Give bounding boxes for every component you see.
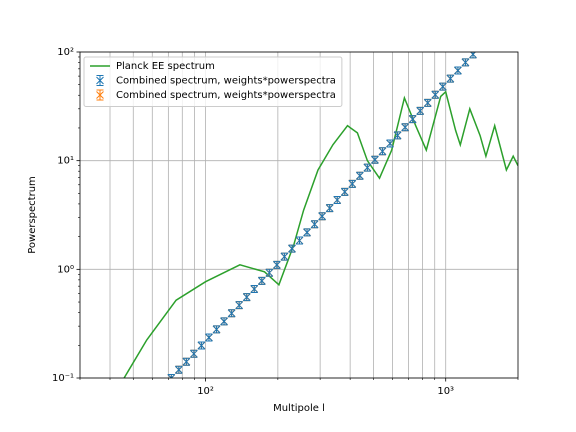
data-point bbox=[257, 276, 266, 285]
data-point bbox=[205, 333, 213, 342]
x-tick-label: 10³ bbox=[437, 386, 454, 397]
series-line bbox=[123, 90, 518, 378]
y-tick-label: 10² bbox=[57, 47, 74, 58]
data-point bbox=[303, 228, 311, 237]
x-tick-label: 10² bbox=[197, 386, 214, 397]
data-point bbox=[310, 220, 319, 229]
legend-label: Combined spectrum, weights*powerspectra bbox=[116, 76, 336, 87]
data-point bbox=[182, 357, 191, 366]
x-axis-label: Multipole l bbox=[273, 403, 325, 414]
data-point bbox=[371, 155, 379, 164]
data-point bbox=[280, 252, 289, 261]
legend-swatch bbox=[96, 75, 104, 86]
legend-box bbox=[83, 56, 343, 107]
data-point bbox=[227, 309, 236, 318]
data-point bbox=[273, 260, 281, 269]
data-point bbox=[446, 74, 455, 83]
data-point bbox=[295, 236, 304, 245]
data-point bbox=[454, 66, 462, 75]
data-point bbox=[431, 90, 440, 99]
y-tick-label: 10⁻¹ bbox=[52, 373, 74, 384]
data-point bbox=[288, 244, 296, 253]
data-point bbox=[355, 171, 364, 180]
data-point bbox=[318, 212, 326, 221]
data-point bbox=[220, 317, 228, 326]
axes-frame bbox=[79, 51, 519, 379]
data-point bbox=[235, 301, 244, 310]
y-tick-label: 10¹ bbox=[57, 156, 74, 167]
data-point bbox=[265, 268, 274, 277]
data-point bbox=[190, 349, 198, 358]
data-point bbox=[250, 285, 259, 294]
data-point bbox=[174, 365, 183, 374]
data-point bbox=[325, 204, 334, 213]
data-point bbox=[438, 82, 447, 91]
data-point bbox=[340, 187, 349, 196]
data-point bbox=[386, 139, 394, 148]
data-point bbox=[423, 98, 432, 107]
data-point bbox=[469, 52, 477, 59]
legend-label: Planck EE spectrum bbox=[116, 61, 215, 72]
data-point bbox=[197, 341, 206, 350]
data-point bbox=[167, 374, 176, 378]
legend: Planck EE spectrum Combined spectrum, wei… bbox=[83, 56, 343, 107]
data-point bbox=[408, 115, 417, 124]
data-point bbox=[212, 325, 221, 334]
data-point bbox=[348, 179, 357, 188]
data-point bbox=[393, 131, 402, 140]
data-point bbox=[378, 147, 387, 156]
data-point bbox=[401, 123, 409, 132]
data-point bbox=[416, 106, 425, 115]
y-axis-label: Powerspectrum bbox=[27, 176, 38, 254]
y-tick-label: 10⁰ bbox=[57, 264, 74, 275]
legend-swatch bbox=[96, 89, 104, 101]
data-point bbox=[242, 293, 251, 302]
legend-label: Combined spectrum, weights*powerspectra bbox=[116, 90, 336, 101]
data-point bbox=[363, 163, 372, 172]
data-point bbox=[461, 58, 470, 67]
data-point bbox=[333, 195, 342, 204]
plot-area bbox=[123, 52, 518, 378]
